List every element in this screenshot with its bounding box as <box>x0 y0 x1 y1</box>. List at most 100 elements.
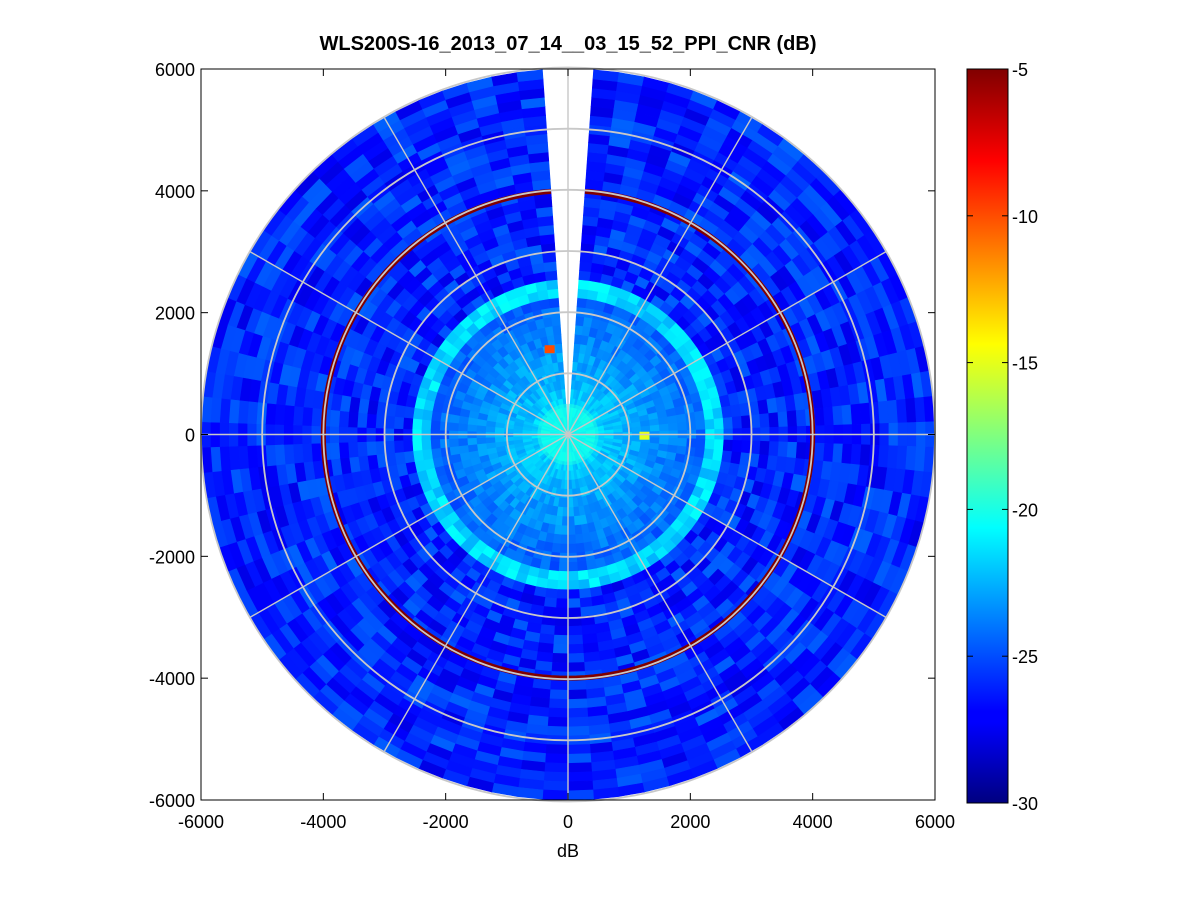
heatmap-cell <box>546 725 569 737</box>
heatmap-cell <box>567 525 576 536</box>
heatmap-cell <box>543 771 569 783</box>
heatmap-cell <box>544 270 558 282</box>
x-axis-label: dB <box>557 841 579 861</box>
x-tick-label: 2000 <box>670 812 710 832</box>
heatmap-cell <box>439 438 450 449</box>
heatmap-cell <box>868 401 881 425</box>
heatmap-cell <box>554 343 563 354</box>
heatmap-cell <box>768 441 780 457</box>
heatmap-cell <box>356 441 368 457</box>
heatmap-cell <box>402 416 414 430</box>
heatmap-cell <box>412 407 424 420</box>
heatmap-cell <box>542 606 557 618</box>
heatmap-cell <box>704 438 716 451</box>
heatmap-cell <box>310 442 322 462</box>
heatmap-cell <box>868 444 881 468</box>
heatmap-cell <box>795 442 807 460</box>
colorbar: -5 -10 -15 -20 -25 -30 <box>966 60 1038 814</box>
heatmap-cell <box>567 497 574 508</box>
heatmap-cell <box>559 543 569 554</box>
heatmap-cell <box>475 437 487 445</box>
heatmap-cell <box>677 421 688 431</box>
heatmap-cell <box>567 607 582 618</box>
heatmap-cell <box>356 412 368 428</box>
heatmap-cell <box>544 753 569 764</box>
heatmap-cell <box>457 437 468 447</box>
heatmap-cell <box>572 497 579 508</box>
heatmap-cell <box>567 762 593 773</box>
heatmap-cell <box>850 444 862 466</box>
x-tick-label: 6000 <box>915 812 955 832</box>
heatmap-cell <box>393 416 405 430</box>
heatmap-cell <box>695 438 706 450</box>
y-tick-label: -6000 <box>149 791 195 811</box>
heatmap-cell <box>552 324 562 336</box>
heatmap-cell <box>567 516 575 527</box>
heatmap-cell <box>567 725 590 737</box>
heatmap-cell <box>430 419 441 431</box>
heatmap-cell <box>703 448 715 461</box>
heatmap-cell <box>420 418 432 431</box>
heatmap-cell <box>555 598 569 609</box>
heatmap-cell <box>759 440 771 456</box>
heatmap-cell <box>850 403 862 425</box>
heatmap-cell <box>649 424 661 432</box>
heatmap-cell <box>631 426 642 433</box>
heatmap-cell <box>421 448 433 461</box>
heatmap-cell <box>552 643 569 655</box>
heatmap-cell <box>581 233 597 245</box>
heatmap-cell <box>567 634 584 645</box>
heatmap-cell <box>613 428 624 434</box>
heatmap-cell <box>561 516 569 527</box>
heatmap-cell <box>539 624 555 636</box>
heatmap-cell <box>712 449 724 462</box>
heatmap-cell <box>567 771 593 783</box>
heatmap-cell <box>676 413 687 424</box>
x-tick-label: 0 <box>563 812 573 832</box>
heatmap-cell <box>542 251 557 263</box>
heatmap-cell <box>556 589 569 600</box>
hard-target-1 <box>544 345 555 354</box>
heatmap-cell <box>485 436 496 444</box>
heatmap-cell <box>467 443 478 453</box>
heatmap-cell <box>731 439 743 453</box>
heatmap-cell <box>859 402 871 425</box>
heatmap-cell <box>283 404 295 426</box>
heatmap-cell <box>265 444 277 467</box>
heatmap-cell <box>703 408 715 421</box>
y-tick-label: -4000 <box>149 669 195 689</box>
heatmap-cell <box>677 438 688 448</box>
heatmap-cell <box>458 444 469 454</box>
azimuth-spoke <box>567 117 753 435</box>
heatmap-cell <box>786 441 798 459</box>
heatmap-cell <box>551 662 569 673</box>
heatmap-cell <box>548 698 569 709</box>
heatmap-cell <box>667 415 678 425</box>
heatmap-cell <box>448 421 459 431</box>
heatmap-cell <box>704 418 716 431</box>
azimuth-spoke <box>567 251 887 436</box>
hard-target-2 <box>639 431 650 440</box>
heatmap-cell <box>552 634 569 645</box>
heatmap-cell <box>567 789 594 801</box>
heatmap-cell <box>832 443 844 464</box>
heatmap-cell <box>640 425 651 433</box>
heatmap-cell <box>567 643 584 655</box>
heatmap-cell <box>823 406 835 426</box>
heatmap-cell <box>542 789 569 801</box>
heatmap-cell <box>712 407 724 420</box>
heatmap-cell <box>512 435 523 441</box>
heatmap-cell <box>457 422 468 432</box>
heatmap-cell <box>567 598 581 609</box>
heatmap-cell <box>329 442 341 460</box>
heatmap-cell <box>576 297 588 309</box>
colorbar-axis: -5 -10 -15 -20 -25 -30 <box>967 60 1038 814</box>
heatmap-cell <box>841 443 853 465</box>
heatmap-cell <box>310 407 322 427</box>
heatmap-cell <box>579 606 594 618</box>
heatmap-cell <box>545 744 569 755</box>
azimuth-spoke <box>249 251 569 436</box>
heatmap-cell <box>548 297 560 309</box>
azimuth-spoke <box>383 434 569 752</box>
heatmap-cell <box>582 541 594 553</box>
